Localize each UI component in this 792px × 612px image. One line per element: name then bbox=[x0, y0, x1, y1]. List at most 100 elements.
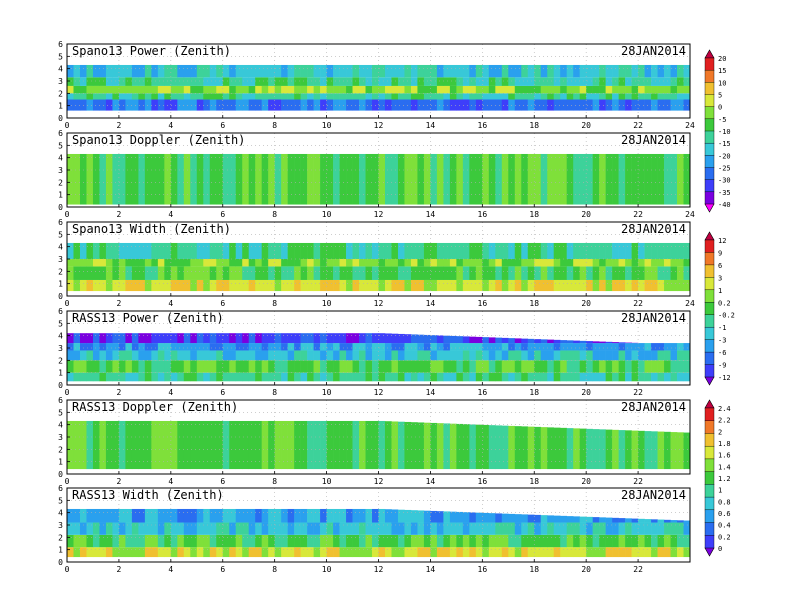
heatmap-cell bbox=[86, 64, 94, 78]
heatmap-cell bbox=[151, 85, 159, 94]
colorbar-tick-label: -6 bbox=[718, 349, 726, 357]
heatmap-cell bbox=[579, 259, 587, 267]
heatmap-cell bbox=[579, 428, 587, 470]
heatmap-cell bbox=[657, 266, 665, 280]
heatmap-cell bbox=[566, 343, 574, 351]
heatmap-cell bbox=[657, 534, 665, 548]
heatmap-cell bbox=[164, 343, 172, 351]
heatmap-cell bbox=[417, 510, 425, 523]
heatmap-cell bbox=[436, 85, 444, 94]
heatmap-cell bbox=[488, 85, 496, 94]
heatmap-cell bbox=[566, 64, 574, 78]
heatmap-cell bbox=[313, 242, 321, 259]
panel-title: Spano13 Width (Zenith) bbox=[72, 222, 231, 236]
heatmap-cell bbox=[79, 77, 87, 86]
colorbar-segment bbox=[704, 407, 715, 422]
heatmap-cell bbox=[378, 85, 386, 94]
heatmap-cell bbox=[242, 522, 250, 535]
y-tick-label: 1 bbox=[58, 369, 63, 378]
heatmap-cell bbox=[320, 508, 327, 523]
heatmap-cell bbox=[469, 336, 477, 344]
heatmap-cell bbox=[261, 360, 269, 373]
heatmap-cell bbox=[352, 522, 360, 535]
heatmap-cell bbox=[417, 99, 425, 111]
heatmap-cell bbox=[118, 77, 126, 86]
heatmap-cell bbox=[248, 360, 256, 373]
heatmap-cell bbox=[287, 522, 295, 535]
heatmap-cell bbox=[430, 242, 438, 259]
heatmap-cell bbox=[670, 279, 678, 292]
heatmap-cell bbox=[664, 372, 671, 382]
heatmap-cell bbox=[235, 153, 243, 205]
heatmap-cell bbox=[86, 333, 94, 344]
heatmap-cell bbox=[534, 64, 542, 78]
heatmap-cell bbox=[281, 64, 288, 78]
heatmap-cell bbox=[229, 266, 237, 280]
heatmap-cell bbox=[599, 93, 606, 100]
heatmap-cell bbox=[157, 350, 165, 361]
x-tick-label: 10 bbox=[322, 388, 332, 397]
heatmap-cell bbox=[521, 343, 529, 351]
x-tick-label: 12 bbox=[374, 388, 384, 397]
heatmap-cell bbox=[599, 259, 606, 267]
heatmap-cell bbox=[125, 534, 133, 548]
heatmap-cell bbox=[131, 372, 139, 382]
heatmap-cell bbox=[346, 77, 353, 86]
heatmap-cell bbox=[320, 99, 327, 111]
heatmap-cell bbox=[657, 77, 665, 86]
heatmap-cell bbox=[547, 266, 555, 280]
heatmap-cell bbox=[170, 266, 178, 280]
heatmap-cell bbox=[664, 534, 671, 548]
heatmap-cell bbox=[560, 99, 567, 111]
colorbar-arrow-bottom bbox=[704, 203, 715, 213]
x-tick-label: 0 bbox=[65, 299, 70, 308]
heatmap-cell bbox=[294, 508, 301, 523]
heatmap-cell bbox=[423, 93, 431, 100]
heatmap-cell bbox=[404, 279, 412, 292]
heatmap-cell bbox=[514, 514, 522, 523]
heatmap-cell bbox=[514, 153, 522, 205]
heatmap-cell bbox=[67, 350, 74, 361]
heatmap-cell bbox=[410, 64, 418, 78]
heatmap-cell bbox=[644, 93, 652, 100]
heatmap-cell bbox=[592, 350, 600, 361]
heatmap-cell bbox=[501, 99, 509, 111]
heatmap-cell bbox=[67, 420, 74, 470]
heatmap-cell bbox=[307, 508, 314, 523]
heatmap-cell bbox=[605, 350, 613, 361]
heatmap-cell bbox=[157, 333, 165, 344]
heatmap-cell bbox=[534, 259, 542, 267]
colorbar-arrow-top bbox=[704, 49, 715, 59]
heatmap-cell bbox=[209, 350, 217, 361]
heatmap-cell bbox=[170, 85, 178, 94]
colorbar-3: 2.42.221.81.61.41.210.80.60.40.20 bbox=[704, 399, 731, 557]
heatmap-cell bbox=[307, 99, 314, 111]
heatmap-cell bbox=[216, 534, 224, 548]
heatmap-cell bbox=[294, 547, 301, 558]
heatmap-cell bbox=[242, 259, 250, 267]
heatmap-cell bbox=[92, 259, 100, 267]
y-tick-label: 6 bbox=[58, 396, 63, 405]
heatmap-cell bbox=[378, 77, 386, 86]
heatmap-cell bbox=[592, 242, 600, 259]
heatmap-cell bbox=[274, 77, 282, 86]
heatmap-cell bbox=[131, 93, 139, 100]
heatmap-cell bbox=[449, 77, 457, 86]
heatmap-cell bbox=[73, 372, 81, 382]
heatmap-cell bbox=[443, 547, 451, 558]
heatmap-cell bbox=[534, 99, 542, 111]
heatmap-cell bbox=[430, 343, 438, 351]
heatmap-cell bbox=[235, 333, 243, 344]
heatmap-cell bbox=[475, 534, 483, 548]
heatmap-cell bbox=[359, 64, 366, 78]
heatmap-cell bbox=[190, 153, 198, 205]
heatmap-cell bbox=[534, 153, 542, 205]
heatmap-cell bbox=[657, 279, 665, 292]
heatmap-cell bbox=[196, 534, 204, 548]
heatmap-cell bbox=[216, 99, 224, 111]
heatmap-cell bbox=[612, 350, 619, 361]
heatmap-cell bbox=[359, 333, 366, 344]
heatmap-cell bbox=[384, 421, 392, 470]
heatmap-cell bbox=[242, 350, 250, 361]
heatmap-cell bbox=[138, 153, 146, 205]
